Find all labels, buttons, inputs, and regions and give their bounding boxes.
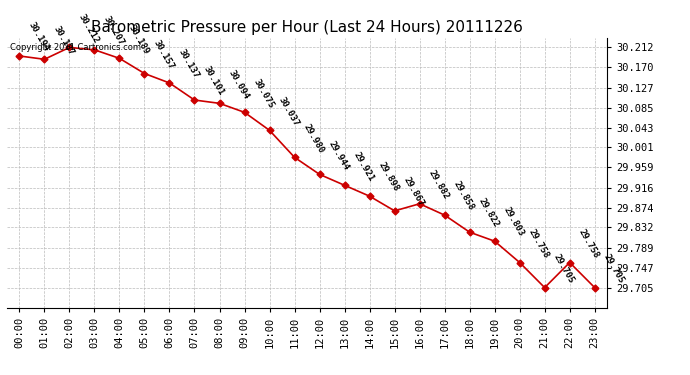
Text: 29.705: 29.705 xyxy=(551,252,575,285)
Text: 30.094: 30.094 xyxy=(226,68,250,100)
Text: 30.212: 30.212 xyxy=(77,12,100,45)
Text: 30.101: 30.101 xyxy=(201,65,226,97)
Text: 30.207: 30.207 xyxy=(101,15,126,47)
Text: 29.705: 29.705 xyxy=(602,252,626,285)
Text: 29.822: 29.822 xyxy=(477,197,500,230)
Text: 29.980: 29.980 xyxy=(302,122,326,154)
Text: 29.858: 29.858 xyxy=(451,180,475,212)
Text: 29.898: 29.898 xyxy=(377,161,400,194)
Title: Barometric Pressure per Hour (Last 24 Hours) 20111226: Barometric Pressure per Hour (Last 24 Ho… xyxy=(91,20,523,35)
Text: 29.867: 29.867 xyxy=(402,176,426,208)
Text: 30.189: 30.189 xyxy=(126,23,150,56)
Text: Copyright 2011 Cartronics.com: Copyright 2011 Cartronics.com xyxy=(10,43,141,52)
Text: 30.137: 30.137 xyxy=(177,48,200,80)
Text: 29.944: 29.944 xyxy=(326,139,351,172)
Text: 29.758: 29.758 xyxy=(577,227,600,260)
Text: 29.758: 29.758 xyxy=(526,227,551,260)
Text: 30.157: 30.157 xyxy=(151,38,175,71)
Text: 29.882: 29.882 xyxy=(426,168,451,201)
Text: 30.037: 30.037 xyxy=(277,95,300,128)
Text: 30.187: 30.187 xyxy=(51,24,75,57)
Text: 29.803: 29.803 xyxy=(502,206,526,238)
Text: 30.194: 30.194 xyxy=(26,21,50,53)
Text: 29.921: 29.921 xyxy=(351,150,375,183)
Text: 30.075: 30.075 xyxy=(251,77,275,110)
